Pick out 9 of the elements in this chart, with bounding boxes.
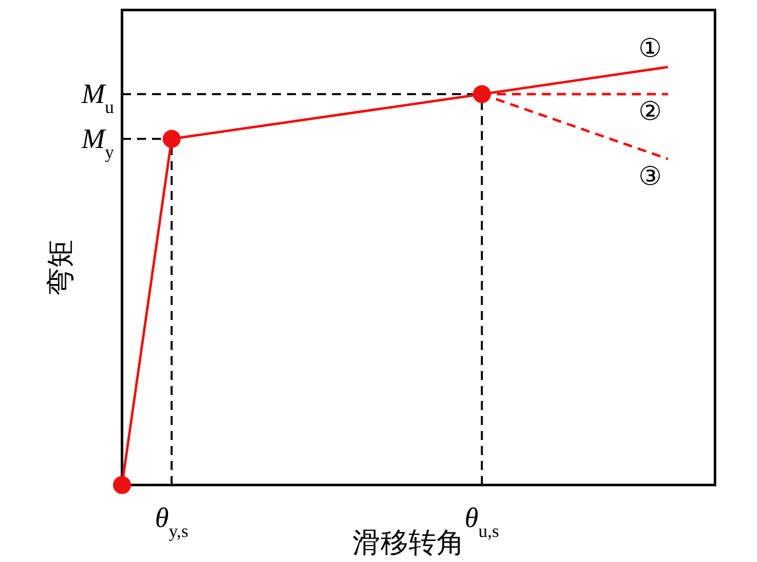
x-axis-title: 滑移转角 bbox=[352, 528, 464, 559]
ref-line-label: M$_{u}$ bbox=[80, 79, 114, 118]
y-axis-title: 弯矩 bbox=[46, 240, 77, 296]
x-tick-label: θ$_{y,s}$ bbox=[154, 503, 188, 541]
series-label: ② bbox=[638, 97, 662, 126]
x-tick-label: θ$_{u,s}$ bbox=[464, 503, 500, 541]
series-label: ③ bbox=[638, 162, 662, 191]
series-label: ① bbox=[638, 34, 662, 63]
ref-line-label: M$_{y}$ bbox=[80, 124, 115, 162]
